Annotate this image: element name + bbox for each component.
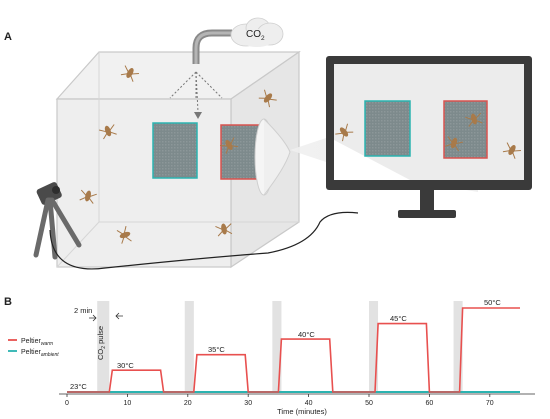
- mosquito-icon: [215, 223, 233, 237]
- co2-pulse-band-4: [369, 301, 379, 392]
- step-label-30: 30°C: [117, 361, 134, 370]
- monitor-base: [398, 210, 456, 218]
- cable: [49, 211, 359, 270]
- x-tick-label: 40: [305, 400, 313, 407]
- co2-pulse-band-2: [184, 301, 194, 392]
- monitor-neck: [420, 190, 434, 210]
- step-label-40: 40°C: [298, 330, 315, 339]
- mosquito-icon: [116, 225, 132, 244]
- mosquito-icon: [79, 189, 97, 204]
- co2-pulse-bands: [97, 301, 463, 392]
- x-axis-label: Time (minutes): [277, 407, 327, 416]
- mosquito-icon: [220, 137, 239, 154]
- x-tick-label: 30: [244, 400, 252, 407]
- interval-arrows: [89, 312, 123, 322]
- step-label-35: 35°C: [208, 345, 225, 354]
- co2-pulse-band-5: [453, 301, 463, 392]
- mosquito-icon: [335, 123, 354, 142]
- x-tick-label: 70: [486, 400, 494, 407]
- mosquito-icon: [98, 124, 117, 140]
- cage-front-face: [56, 98, 232, 268]
- x-tick-label: 60: [426, 400, 434, 407]
- co2-pulse-band-1: [97, 301, 110, 392]
- x-tick-label: 20: [184, 400, 192, 407]
- x-ticks: 0 10 20 30 40 50 60 70: [65, 394, 494, 407]
- co2-label: CO2: [246, 29, 265, 42]
- co2-inlet: CO2: [169, 17, 284, 119]
- co2-pulse-label: CO2 pulse: [96, 326, 107, 360]
- cage: [55, 50, 301, 269]
- mosquito-icon: [502, 142, 521, 159]
- panel-b: B 0 10 20 30 40 50 60 70 Time (minutes) 23°C 30…: [4, 296, 535, 416]
- mosquito-icon: [465, 112, 483, 127]
- legend-label-warm: Peltierwarm: [21, 338, 53, 347]
- x-tick-label: 0: [65, 400, 69, 407]
- step-label-23: 23°C: [70, 382, 87, 391]
- camera-lens-funnel: [263, 118, 291, 196]
- panel-a: A CO2: [4, 17, 532, 270]
- interval-label: 2 min: [74, 306, 92, 315]
- co2-cloud: [230, 17, 284, 47]
- legend-label-ambient: Peltierambient: [21, 349, 59, 358]
- mosquito-icon: [120, 65, 139, 82]
- screen-mosquitoes: [335, 112, 521, 159]
- mosquitoes: [79, 65, 277, 244]
- panel-a-label: A: [4, 31, 12, 43]
- screen-ambient-plate: [364, 100, 411, 157]
- monitor-icon: [326, 56, 532, 218]
- mosquito-icon: [258, 89, 277, 108]
- webcam-icon: [33, 182, 82, 260]
- x-tick-label: 10: [124, 400, 132, 407]
- x-tick-label: 50: [365, 400, 373, 407]
- step-label-50: 50°C: [484, 298, 501, 307]
- warm-series-line: [67, 307, 520, 393]
- legend: Peltierwarm Peltierambient: [8, 338, 59, 358]
- co2-tube-inner: [194, 31, 232, 64]
- panel-b-label: B: [4, 296, 12, 308]
- peltier-ambient-plate: [152, 122, 198, 179]
- step-label-45: 45°C: [390, 314, 407, 323]
- co2-pulse-band-3: [272, 301, 282, 392]
- screen-warm-plate: [443, 100, 488, 159]
- co2-flow-arrows: [169, 71, 223, 113]
- co2-flow-arrowhead: [194, 112, 202, 119]
- mosquito-icon: [445, 136, 464, 152]
